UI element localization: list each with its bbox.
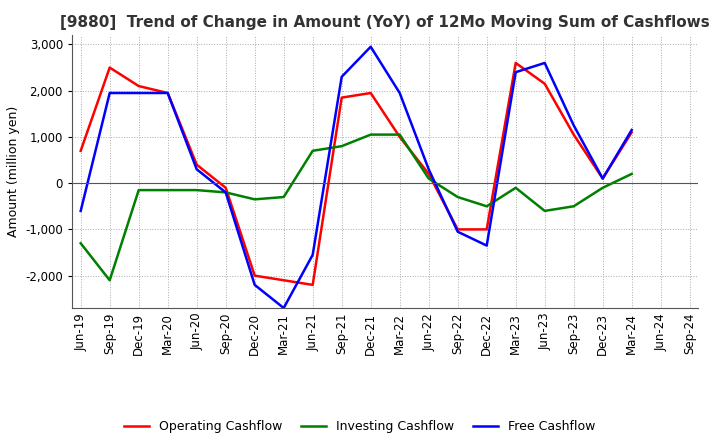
Free Cashflow	[366, 44, 375, 49]
Investing Cashflow	[105, 278, 114, 283]
Investing Cashflow	[598, 185, 607, 191]
Investing Cashflow	[338, 143, 346, 149]
Free Cashflow	[338, 74, 346, 80]
Investing Cashflow	[221, 190, 230, 195]
Investing Cashflow	[424, 176, 433, 181]
Operating Cashflow	[135, 84, 143, 89]
Y-axis label: Amount (million yen): Amount (million yen)	[6, 106, 19, 237]
Investing Cashflow	[395, 132, 404, 137]
Free Cashflow	[192, 167, 201, 172]
Operating Cashflow	[308, 282, 317, 287]
Free Cashflow	[424, 167, 433, 172]
Line: Operating Cashflow: Operating Cashflow	[81, 63, 631, 285]
Operating Cashflow	[395, 134, 404, 139]
Operating Cashflow	[366, 90, 375, 95]
Free Cashflow	[541, 60, 549, 66]
Title: [9880]  Trend of Change in Amount (YoY) of 12Mo Moving Sum of Cashflows: [9880] Trend of Change in Amount (YoY) o…	[60, 15, 710, 30]
Operating Cashflow	[627, 130, 636, 135]
Free Cashflow	[511, 70, 520, 75]
Operating Cashflow	[598, 176, 607, 181]
Free Cashflow	[598, 176, 607, 181]
Legend: Operating Cashflow, Investing Cashflow, Free Cashflow: Operating Cashflow, Investing Cashflow, …	[120, 415, 600, 438]
Free Cashflow	[251, 282, 259, 287]
Free Cashflow	[163, 90, 172, 95]
Free Cashflow	[454, 229, 462, 235]
Operating Cashflow	[570, 132, 578, 137]
Investing Cashflow	[511, 185, 520, 191]
Free Cashflow	[221, 190, 230, 195]
Investing Cashflow	[135, 187, 143, 193]
Investing Cashflow	[366, 132, 375, 137]
Free Cashflow	[627, 127, 636, 132]
Investing Cashflow	[541, 208, 549, 213]
Operating Cashflow	[105, 65, 114, 70]
Operating Cashflow	[511, 60, 520, 66]
Investing Cashflow	[570, 204, 578, 209]
Operating Cashflow	[221, 185, 230, 191]
Free Cashflow	[279, 305, 288, 311]
Operating Cashflow	[454, 227, 462, 232]
Free Cashflow	[395, 90, 404, 95]
Investing Cashflow	[76, 241, 85, 246]
Operating Cashflow	[251, 273, 259, 278]
Free Cashflow	[76, 208, 85, 213]
Free Cashflow	[105, 90, 114, 95]
Operating Cashflow	[338, 95, 346, 100]
Investing Cashflow	[627, 171, 636, 176]
Investing Cashflow	[454, 194, 462, 200]
Operating Cashflow	[163, 90, 172, 95]
Investing Cashflow	[308, 148, 317, 154]
Free Cashflow	[135, 90, 143, 95]
Line: Investing Cashflow: Investing Cashflow	[81, 135, 631, 280]
Line: Free Cashflow: Free Cashflow	[81, 47, 631, 308]
Operating Cashflow	[192, 162, 201, 167]
Investing Cashflow	[163, 187, 172, 193]
Operating Cashflow	[482, 227, 491, 232]
Operating Cashflow	[424, 171, 433, 176]
Free Cashflow	[482, 243, 491, 248]
Free Cashflow	[308, 252, 317, 257]
Operating Cashflow	[279, 278, 288, 283]
Investing Cashflow	[192, 187, 201, 193]
Operating Cashflow	[541, 81, 549, 86]
Operating Cashflow	[76, 148, 85, 154]
Free Cashflow	[570, 123, 578, 128]
Investing Cashflow	[279, 194, 288, 200]
Investing Cashflow	[482, 204, 491, 209]
Investing Cashflow	[251, 197, 259, 202]
